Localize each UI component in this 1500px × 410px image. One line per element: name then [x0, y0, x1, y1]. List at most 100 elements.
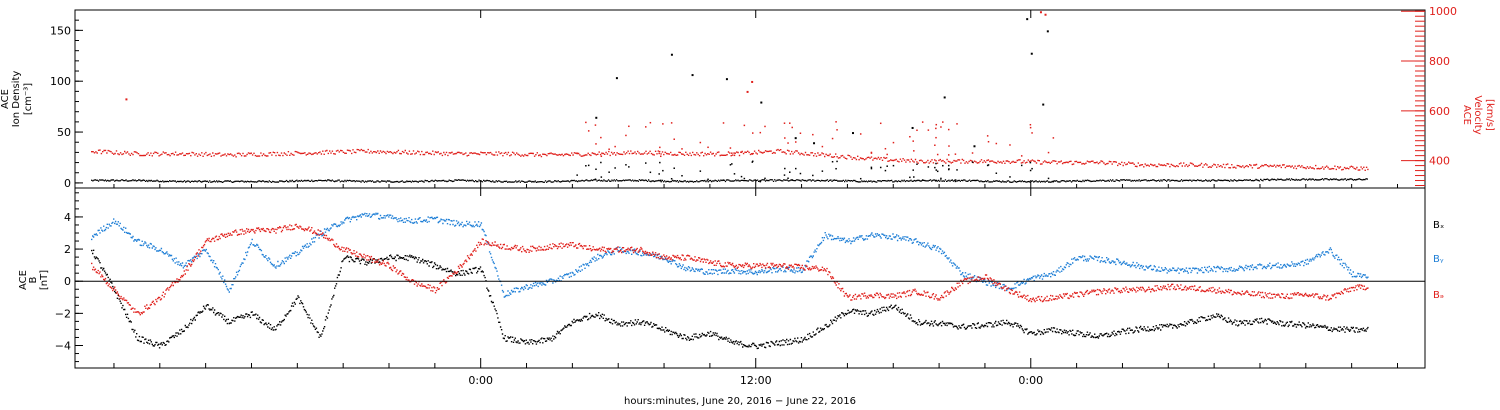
density-scatter-53	[587, 164, 590, 167]
density-scatter-54	[1020, 164, 1023, 167]
velocity-scatter-39	[729, 147, 732, 149]
velocity-scatter-79	[787, 142, 789, 144]
velocity-scatter-12	[1052, 137, 1055, 139]
density-scatter-34	[751, 161, 754, 163]
velocity-scatter-15	[759, 131, 762, 134]
velocity-scatter-69	[947, 128, 950, 131]
velocity-scatter-77	[971, 152, 974, 154]
velocity-scatter-72	[954, 153, 957, 155]
series-bx	[91, 249, 1369, 350]
density-scatter-2	[585, 165, 587, 167]
velocity-scatter-6	[912, 140, 914, 142]
density-scatter-21	[927, 166, 930, 168]
density-scatter-7	[707, 178, 709, 181]
velocity-scatter-61	[948, 145, 950, 147]
velocity-scatter-10	[936, 153, 939, 156]
density-scatter-72	[954, 180, 957, 183]
velocity-scatter-67	[791, 126, 793, 129]
density-spike-6	[794, 137, 797, 140]
density-scatter-5	[835, 167, 837, 170]
velocity-scatter-14	[659, 146, 661, 149]
density-scatter-79	[787, 177, 789, 180]
x-tick-label-2: 0:00	[1018, 374, 1043, 387]
b-tick-label-3: 2	[64, 243, 71, 256]
velocity-scatter-62	[995, 142, 998, 145]
velocity-scatter-76	[649, 121, 652, 124]
series-ion-density	[91, 178, 1368, 183]
density-scatter-35	[987, 164, 990, 166]
density-spike-0	[595, 116, 598, 119]
density-spike-2	[670, 53, 673, 56]
velocity-scatter-49	[1029, 126, 1032, 129]
velocity-scatter-31	[935, 123, 938, 126]
density-scatter-71	[1047, 177, 1050, 180]
bottom-panel-frame	[74, 187, 1426, 369]
density-spike-3	[691, 74, 694, 77]
density-spike-11	[973, 145, 976, 148]
density-scatter-14	[659, 161, 661, 164]
velocity-scatter-27	[600, 155, 603, 158]
velocity-scatter-30	[681, 148, 683, 150]
density-spike-10	[943, 96, 946, 99]
velocity-scatter-55	[935, 136, 937, 139]
b-ylabel-line2: B	[28, 276, 39, 283]
velocity-scatter-58	[884, 147, 887, 150]
density-scatter-55	[935, 162, 937, 165]
density-scatter-26	[942, 164, 944, 167]
velocity-scatter-7	[707, 146, 709, 149]
density-ylabel-line1: ACE	[0, 89, 11, 109]
velocity-spike-2	[746, 90, 749, 93]
velocity-scatter-45	[608, 148, 610, 150]
density-tick-label-1: 50	[57, 126, 71, 139]
top-panel-frame	[74, 9, 1426, 189]
velocity-scatter-24	[673, 138, 675, 140]
density-scatter-40	[645, 162, 647, 164]
velocity-scatter-25	[879, 122, 882, 125]
velocity-scatter-48	[870, 151, 873, 154]
velocity-spike-0	[125, 98, 128, 101]
velocity-scatter-3	[940, 126, 942, 128]
density-scatter-10	[936, 170, 939, 173]
velocity-scatter-64	[821, 145, 824, 148]
density-scatter-58	[884, 169, 887, 172]
velocity-scatter-50	[731, 152, 733, 154]
density-scatter-46	[1029, 161, 1032, 164]
density-scatter-27	[600, 176, 603, 178]
density-scatter-18	[870, 167, 873, 170]
velocity-scatter-1	[986, 135, 989, 137]
velocity-scatter-51	[886, 153, 888, 156]
velocity-scatter-2	[585, 121, 587, 124]
density-scatter-36	[659, 179, 662, 182]
velocity-tick-label-2: 800	[1429, 55, 1450, 68]
velocity-scatter-28	[831, 137, 834, 140]
density-scatter-44	[751, 160, 754, 163]
x-tick-label-0: 0:00	[468, 374, 493, 387]
b-ylabel-line3: [nT]	[39, 270, 50, 290]
density-scatter-78	[1031, 167, 1033, 170]
density-scatter-11	[699, 170, 702, 172]
density-scatter-15	[759, 180, 762, 183]
velocity-scatter-57	[670, 122, 673, 124]
velocity-scatter-35	[987, 140, 990, 143]
density-scatter-1	[986, 164, 989, 167]
density-scatter-68	[799, 172, 802, 175]
density-scatter-25	[879, 166, 882, 169]
velocity-scatter-78	[1031, 132, 1033, 134]
velocity-scatter-16	[795, 141, 797, 143]
density-scatter-45	[608, 171, 610, 173]
velocity-scatter-11	[699, 141, 702, 144]
density-tick-label-2: 100	[50, 75, 71, 88]
velocity-spike-3	[1039, 11, 1042, 14]
density-spike-14	[1042, 103, 1045, 106]
axes: 0 50 100 150 400 600 800 1000 −4 −2 0 2 4 0:00 12:00 0:…	[50, 5, 1457, 387]
density-scatter-0	[722, 179, 725, 181]
density-scatter-51	[886, 165, 888, 167]
density-scatter-8	[892, 164, 895, 167]
density-scatter-16	[795, 167, 797, 170]
density-spike-9	[911, 126, 914, 129]
velocity-spike-1	[751, 80, 754, 83]
velocity-scatter-53	[587, 130, 590, 132]
density-spike-8	[851, 132, 854, 135]
velocity-tick-label-1: 600	[1429, 105, 1450, 118]
